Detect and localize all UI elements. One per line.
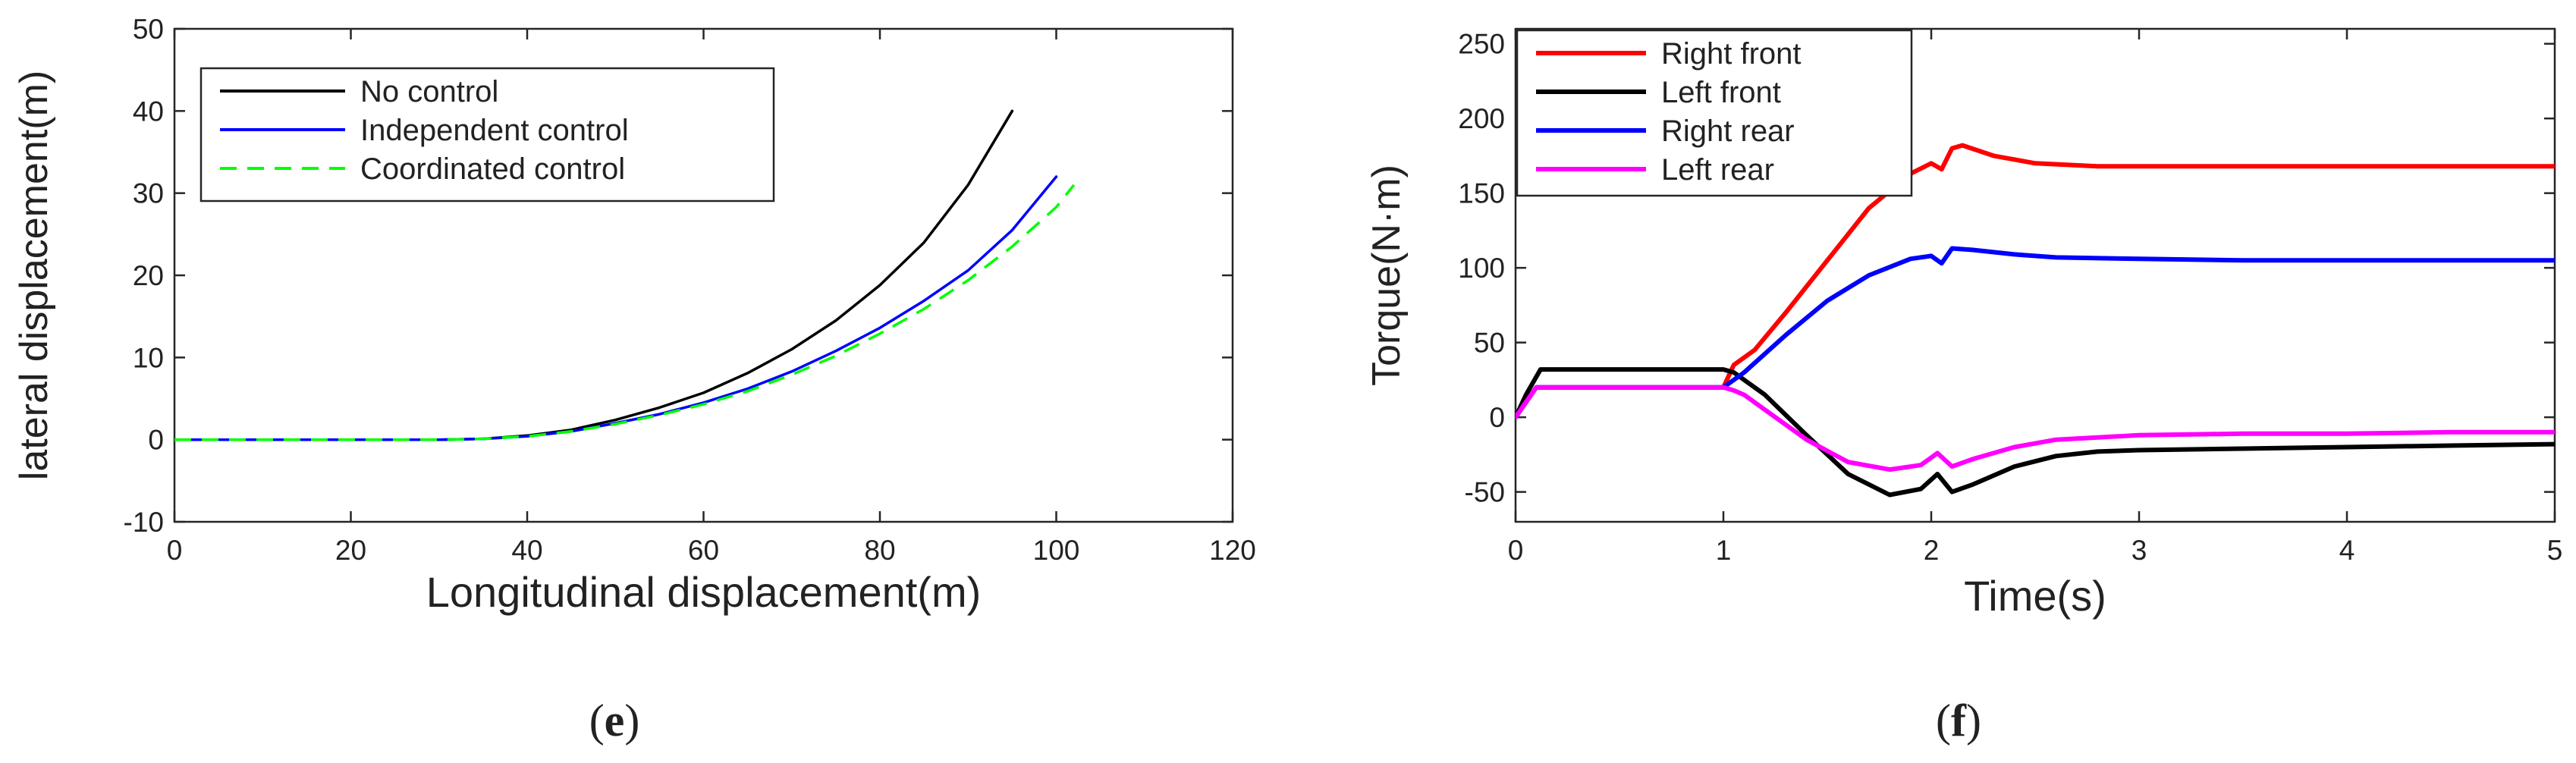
legend-entry-label: Coordinated control	[360, 152, 625, 186]
x-axis-label: Longitudinal displacement(m)	[426, 568, 982, 616]
x-tick-label: 80	[864, 535, 895, 566]
y-axis-label: Torque(N·m)	[1365, 165, 1409, 386]
y-tick-label: -50	[1465, 477, 1505, 508]
legend-entry-label: Left rear	[1661, 153, 1774, 187]
x-tick-label: 3	[2131, 535, 2147, 566]
y-tick-label: 50	[133, 14, 164, 45]
x-tick-label: 100	[1033, 535, 1080, 566]
x-tick-label: 4	[2339, 535, 2355, 566]
series-line-right-front	[1516, 143, 2555, 420]
caption-e-letter: e	[605, 695, 625, 746]
x-tick-label: 2	[1924, 535, 1940, 566]
x-tick-label: 0	[1508, 535, 1524, 566]
y-axis-label: lateral displacement(m)	[12, 71, 56, 480]
y-tick-label: 20	[133, 260, 164, 291]
x-tick-label: 60	[688, 535, 719, 566]
panel-f-chart: 0 1 2 3 4 5-50050100150200250Time(s)Torque(N·…	[1365, 27, 2563, 620]
legend-entry-label: Left front	[1661, 76, 1781, 109]
legend-entry-label: Independent control	[360, 114, 629, 147]
caption-f: (f)	[1936, 695, 1981, 746]
series-line-coordinated-control	[174, 184, 1076, 441]
legend-entry-label: Right rear	[1661, 115, 1795, 148]
legend-entry-label: No control	[360, 75, 498, 108]
y-tick-label: -10	[124, 507, 164, 538]
y-tick-label: 250	[1458, 29, 1505, 60]
y-tick-label: 50	[1474, 328, 1505, 359]
x-tick-label: 120	[1209, 535, 1256, 566]
y-tick-label: 40	[133, 96, 164, 127]
y-tick-label: 100	[1458, 253, 1505, 284]
x-tick-label: 20	[335, 535, 366, 566]
series-line-left-rear	[1516, 385, 2555, 473]
x-tick-label: 0	[167, 535, 183, 566]
panel-e-chart: 0 20 40 60 80 100 120-1001020304050Longitudina…	[12, 14, 1256, 616]
x-tick-label: 5	[2547, 535, 2563, 566]
caption-f-letter: f	[1951, 695, 1967, 746]
y-tick-label: 150	[1458, 178, 1505, 209]
legend-entry-label: Right front	[1661, 37, 1802, 71]
series-line-right-rear	[1516, 246, 2555, 420]
x-tick-label: 40	[511, 535, 542, 566]
y-tick-label: 10	[133, 342, 164, 373]
x-tick-label: 1	[1716, 535, 1732, 566]
legend-box	[199, 67, 775, 203]
y-tick-label: 200	[1458, 103, 1505, 134]
y-tick-label: 0	[1489, 402, 1505, 433]
x-axis-label: Time(s)	[1964, 572, 2106, 620]
y-tick-label: 30	[133, 178, 164, 209]
series-line-left-front	[1516, 367, 2555, 498]
y-tick-label: 0	[148, 425, 164, 456]
caption-e: (e)	[589, 695, 640, 746]
